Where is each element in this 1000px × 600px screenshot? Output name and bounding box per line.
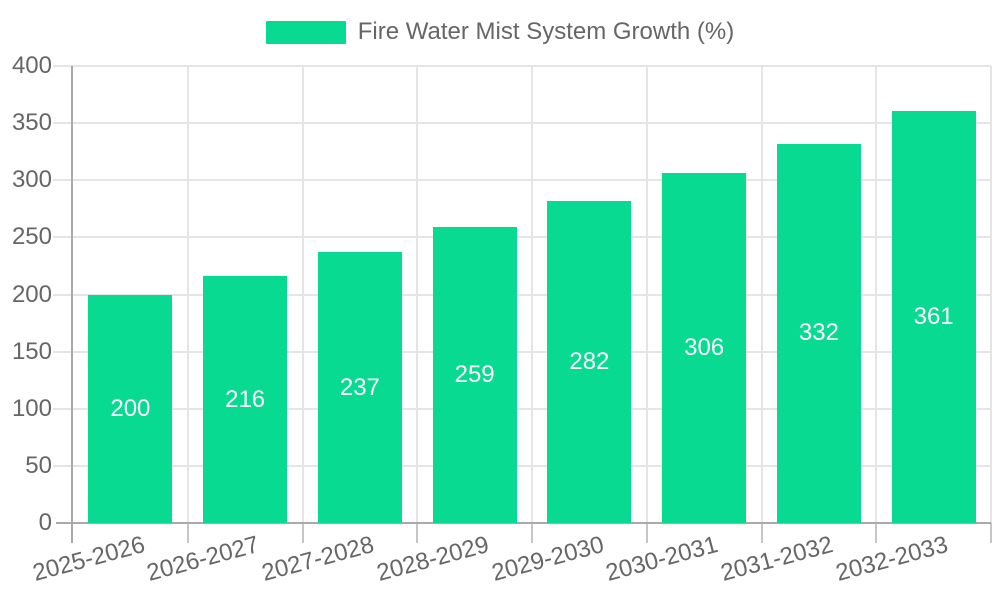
- bar[interactable]: [317, 252, 402, 523]
- gridline-vertical: [301, 66, 304, 523]
- x-tick-label: 2032-2033: [832, 531, 951, 587]
- x-axis-tick: [875, 523, 878, 543]
- x-tick-label: 2029-2030: [488, 531, 607, 587]
- x-tick-label: 2025-2026: [29, 531, 148, 587]
- legend-label: Fire Water Mist System Growth (%): [357, 18, 735, 45]
- y-axis-line: [71, 66, 73, 543]
- x-axis-tick: [645, 523, 648, 543]
- bar[interactable]: [88, 294, 173, 523]
- x-axis-tick: [301, 523, 304, 543]
- x-tick-label: 2031-2032: [718, 531, 836, 587]
- y-tick-label: 100: [11, 394, 52, 422]
- legend-swatch-icon: [265, 20, 346, 44]
- gridline-vertical: [416, 66, 419, 523]
- legend-item[interactable]: Fire Water Mist System Growth (%): [265, 18, 735, 45]
- y-tick-label: 50: [25, 451, 52, 479]
- y-tick-label: 300: [11, 166, 52, 194]
- bar[interactable]: [891, 110, 976, 523]
- gridline-vertical: [531, 66, 533, 523]
- bar[interactable]: [432, 227, 517, 523]
- bar[interactable]: [776, 143, 861, 523]
- gridline-vertical: [875, 66, 878, 523]
- bar[interactable]: [662, 173, 747, 523]
- y-tick-label: 200: [11, 280, 52, 308]
- gridline-horizontal: [53, 122, 991, 125]
- bar[interactable]: [203, 276, 288, 523]
- x-axis-tick: [416, 523, 419, 543]
- y-tick-label: 150: [11, 337, 52, 365]
- gridline-vertical: [186, 66, 189, 523]
- y-tick-label: 350: [11, 109, 52, 137]
- y-tick-label: 250: [11, 223, 52, 251]
- gridline-vertical: [645, 66, 648, 523]
- x-tick-label: 2028-2029: [373, 531, 492, 587]
- x-tick-label: 2027-2028: [259, 531, 377, 587]
- gridline-vertical: [760, 66, 763, 523]
- x-tick-label: 2030-2031: [603, 531, 722, 587]
- y-tick-label: 400: [11, 52, 52, 79]
- x-axis-tick: [760, 523, 763, 543]
- x-axis-tick: [186, 523, 189, 543]
- y-tick-label: 0: [38, 509, 52, 536]
- x-axis-tick: [990, 523, 992, 543]
- gridline-horizontal: [53, 65, 991, 67]
- x-axis-tick: [531, 523, 533, 543]
- bar[interactable]: [547, 200, 632, 523]
- gridline-vertical: [990, 66, 992, 523]
- x-tick-label: 2026-2027: [144, 531, 263, 587]
- legend: Fire Water Mist System Growth (%): [0, 20, 1000, 44]
